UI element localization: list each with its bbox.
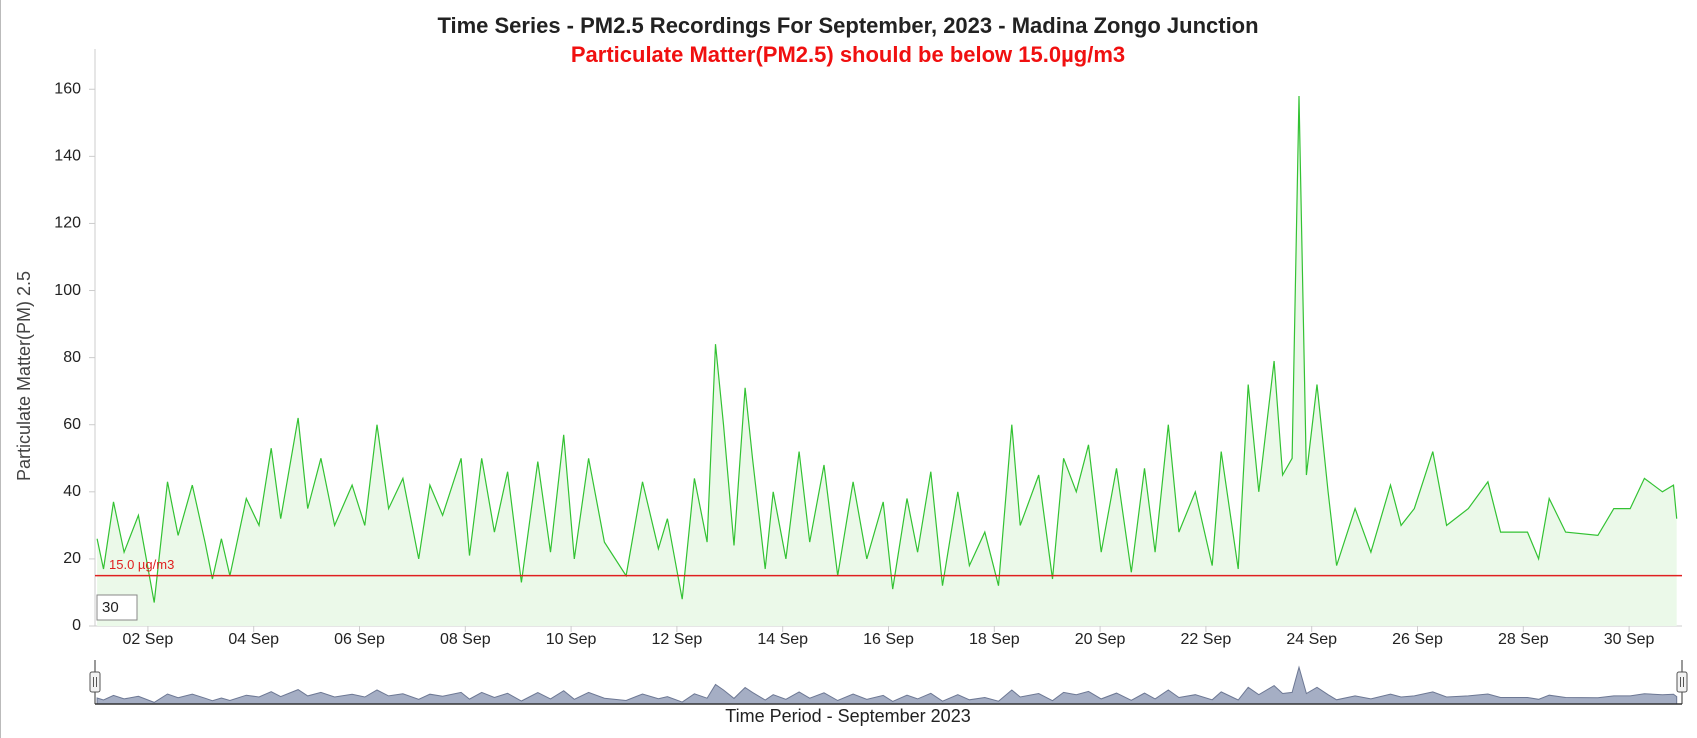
y-tick-label: 100 [54,282,81,299]
navigator-area [96,665,1678,705]
y-tick-label: 40 [63,483,81,500]
x-tick-label: 24 Sep [1286,631,1337,648]
x-tick-label: 12 Sep [652,631,703,648]
data-line [96,95,1678,603]
area-fill [97,96,1677,626]
x-tick-label: 30 Sep [1604,631,1655,648]
x-tick-label: 02 Sep [123,631,174,648]
x-tick-label: 26 Sep [1392,631,1443,648]
x-tick-label: 06 Sep [334,631,385,648]
zoom-input-value: 30 [102,599,119,616]
y-axis-label: Particulate Matter(PM) 2.5 [14,271,34,481]
y-tick-label: 80 [63,349,81,366]
x-tick-label: 14 Sep [757,631,808,648]
x-tick-label: 22 Sep [1181,631,1232,648]
navigator-handle[interactable] [1676,671,1688,693]
y-tick-label: 120 [54,215,81,232]
y-tick-label: 60 [63,416,81,433]
chart-subtitle: Particulate Matter(PM2.5) should be belo… [571,42,1125,67]
navigator-handle[interactable] [89,671,101,693]
x-tick-label: 18 Sep [969,631,1020,648]
y-tick-label: 20 [63,550,81,567]
threshold-label: 15.0 µg/m3 [109,557,174,572]
chart-title: Time Series - PM2.5 Recordings For Septe… [437,13,1258,38]
x-tick-label: 04 Sep [228,631,279,648]
x-tick-label: 08 Sep [440,631,491,648]
x-tick-label: 20 Sep [1075,631,1126,648]
y-tick-label: 0 [72,617,81,634]
y-tick-label: 140 [54,148,81,165]
x-tick-label: 16 Sep [863,631,914,648]
x-tick-label: 10 Sep [546,631,597,648]
x-tick-label: 28 Sep [1498,631,1549,648]
zoom-input[interactable] [96,594,138,621]
y-tick-label: 160 [54,80,81,97]
x-axis-label: Time Period - September 2023 [725,706,970,726]
